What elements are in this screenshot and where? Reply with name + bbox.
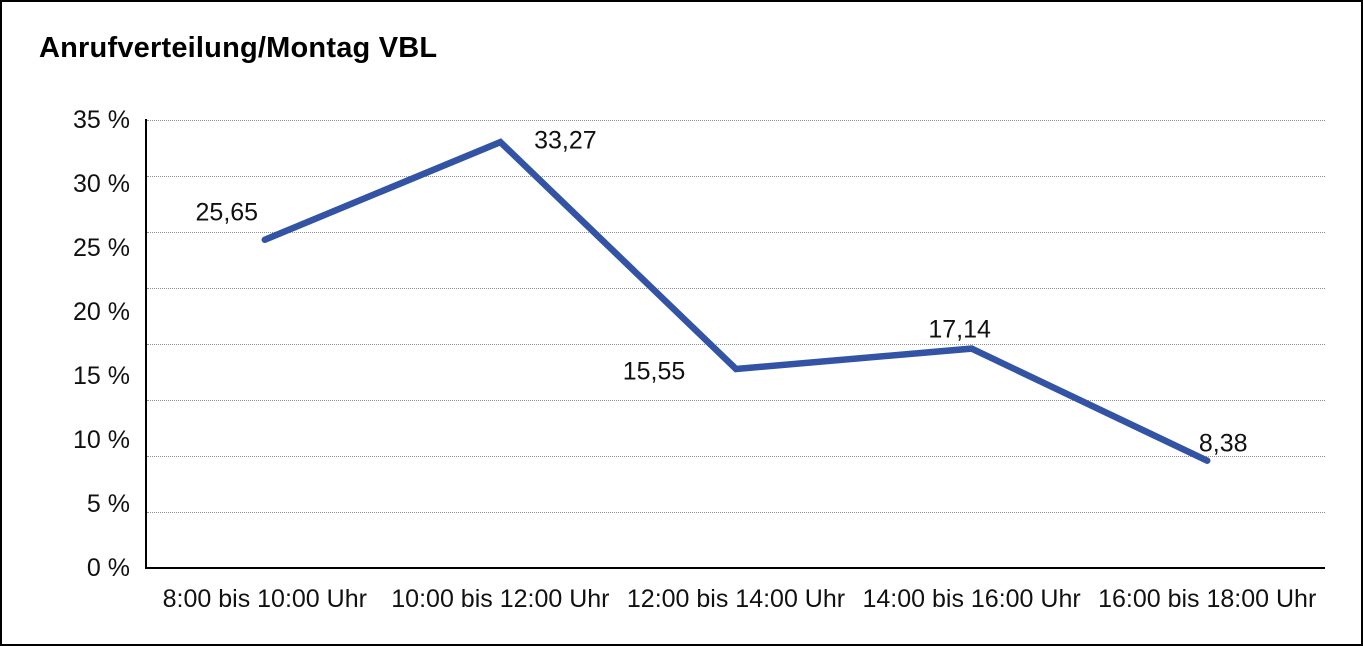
data-point-label: 25,65 xyxy=(195,198,259,227)
y-axis-tick-label: 10 % xyxy=(73,426,130,454)
data-point-label: 33,27 xyxy=(534,126,597,155)
x-axis-category-label: 14:00 bis 16:00 Uhr xyxy=(862,585,1081,613)
gridline xyxy=(147,343,1325,345)
y-axis-tick-label: 0 % xyxy=(86,554,130,582)
gridline xyxy=(147,231,1325,233)
gridline xyxy=(147,455,1325,457)
gridline xyxy=(147,287,1325,289)
data-point-label: 15,55 xyxy=(622,357,686,386)
y-axis-tick-label: 25 % xyxy=(73,234,130,262)
x-axis-category-label: 8:00 bis 10:00 Uhr xyxy=(162,585,367,613)
x-axis-line xyxy=(145,567,1325,569)
gridline xyxy=(147,175,1325,177)
y-axis-line xyxy=(145,119,147,569)
data-point-label: 8,38 xyxy=(1198,429,1248,458)
y-axis-tick-label: 30 % xyxy=(73,170,130,198)
y-axis-tick-label: 35 % xyxy=(73,106,130,134)
data-point-label: 17,14 xyxy=(928,315,991,344)
data-line xyxy=(261,138,1211,464)
y-axis-tick-label: 20 % xyxy=(73,298,130,326)
x-axis-category-label: 10:00 bis 12:00 Uhr xyxy=(391,585,610,613)
x-axis-category-label: 12:00 bis 14:00 Uhr xyxy=(626,585,846,613)
gridline xyxy=(147,511,1325,513)
x-axis-category-label: 16:00 bis 18:00 Uhr xyxy=(1098,585,1317,613)
y-axis-tick-label: 15 % xyxy=(73,362,130,390)
chart-title: Anrufverteilung/Montag VBL xyxy=(39,32,438,64)
gridline xyxy=(147,119,1325,121)
y-axis-tick-label: 5 % xyxy=(86,490,130,518)
gridline xyxy=(147,399,1325,401)
